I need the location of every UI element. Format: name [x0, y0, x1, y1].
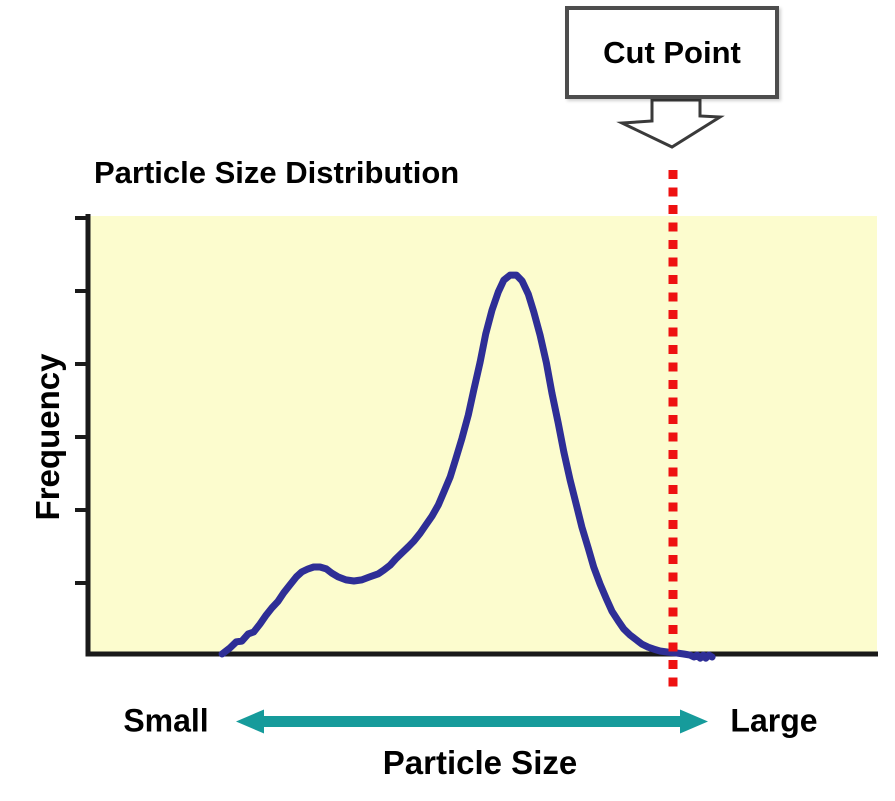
range-arrow-right-head	[680, 709, 708, 734]
y-axis-label: Frequency	[28, 353, 66, 521]
distribution-curve	[218, 271, 716, 662]
cut-point-callout-arrow-icon	[616, 98, 725, 149]
range-arrow-left-head	[236, 709, 264, 734]
x-axis-max-label: Large	[730, 702, 818, 739]
cut-point-label: Cut Point	[603, 34, 741, 70]
particle-size-range-arrow-icon	[236, 709, 708, 734]
y-axis-ticks	[75, 216, 87, 585]
chart-title: Particle Size Distribution	[94, 155, 460, 190]
plot-area	[90, 216, 877, 654]
cut-point-callout-box: Cut Point	[565, 6, 779, 99]
x-axis-label: Particle Size	[382, 743, 578, 781]
x-axis-min-label: Small	[123, 702, 209, 739]
